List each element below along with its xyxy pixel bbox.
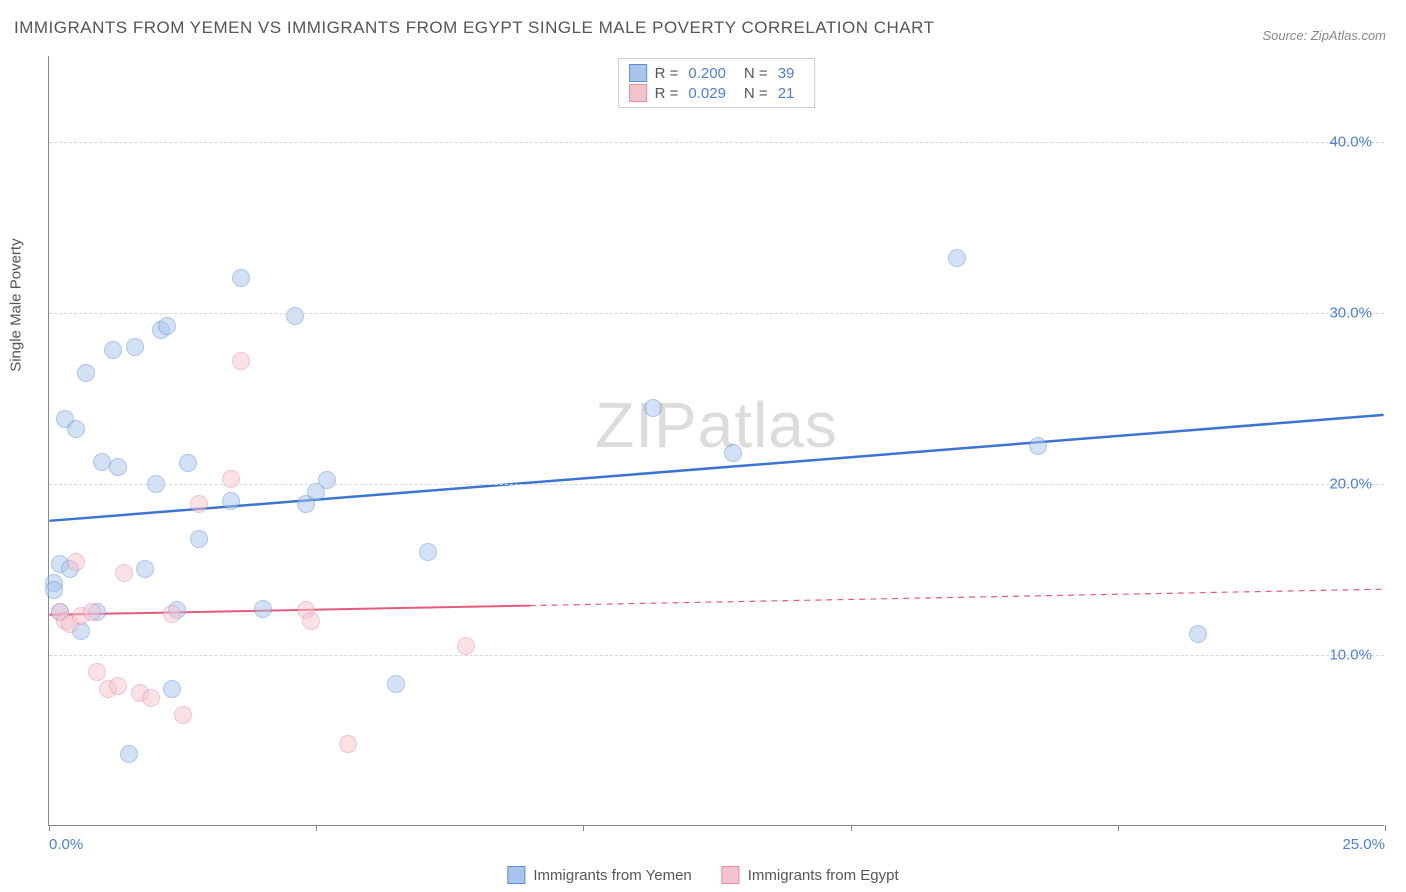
point-yemen	[158, 317, 176, 335]
point-egypt	[83, 603, 101, 621]
point-yemen	[77, 364, 95, 382]
y-tick-label: 20.0%	[1329, 475, 1372, 492]
x-tick-label: 25.0%	[1342, 836, 1385, 853]
grid-line	[49, 655, 1384, 656]
point-yemen	[948, 249, 966, 267]
y-tick-label: 10.0%	[1329, 646, 1372, 663]
point-yemen	[179, 454, 197, 472]
chart-title: IMMIGRANTS FROM YEMEN VS IMMIGRANTS FROM…	[14, 18, 934, 38]
source-attribution: Source: ZipAtlas.com	[1262, 28, 1386, 43]
point-yemen	[286, 307, 304, 325]
stat-label-r: R =	[655, 65, 679, 82]
bottom-legend: Immigrants from Yemen Immigrants from Eg…	[507, 866, 898, 884]
y-tick-label: 40.0%	[1329, 133, 1372, 150]
plot-area: ZIPatlas R = 0.200 N = 39 R = 0.029 N = …	[48, 56, 1384, 826]
point-yemen	[120, 745, 138, 763]
point-yemen	[104, 341, 122, 359]
point-egypt	[163, 605, 181, 623]
legend-label-yemen: Immigrants from Yemen	[533, 867, 691, 884]
point-yemen	[163, 680, 181, 698]
point-yemen	[254, 600, 272, 618]
stat-label-n: N =	[744, 65, 768, 82]
point-egypt	[174, 706, 192, 724]
point-yemen	[136, 560, 154, 578]
x-tick-mark	[583, 825, 584, 831]
stat-r-egypt: 0.029	[688, 85, 726, 102]
y-axis-label: Single Male Poverty	[8, 238, 25, 371]
grid-line	[49, 484, 1384, 485]
point-egypt	[115, 564, 133, 582]
x-tick-mark	[316, 825, 317, 831]
point-egypt	[232, 352, 250, 370]
point-egypt	[302, 612, 320, 630]
point-yemen	[222, 492, 240, 510]
point-egypt	[109, 677, 127, 695]
point-egypt	[339, 735, 357, 753]
point-yemen	[644, 399, 662, 417]
stat-n-yemen: 39	[778, 65, 795, 82]
x-tick-label: 0.0%	[49, 836, 83, 853]
x-tick-mark	[1385, 825, 1386, 831]
point-egypt	[222, 470, 240, 488]
point-yemen	[45, 581, 63, 599]
point-egypt	[67, 553, 85, 571]
point-yemen	[1189, 625, 1207, 643]
point-yemen	[1029, 437, 1047, 455]
stat-r-yemen: 0.200	[688, 65, 726, 82]
point-yemen	[109, 458, 127, 476]
stat-n-egypt: 21	[778, 85, 795, 102]
point-yemen	[190, 530, 208, 548]
legend-item-egypt: Immigrants from Egypt	[722, 866, 899, 884]
x-tick-mark	[851, 825, 852, 831]
swatch-egypt	[722, 866, 740, 884]
point-yemen	[307, 483, 325, 501]
grid-line	[49, 142, 1384, 143]
point-yemen	[126, 338, 144, 356]
point-egypt	[142, 689, 160, 707]
swatch-egypt	[629, 84, 647, 102]
point-yemen	[724, 444, 742, 462]
point-egypt	[457, 637, 475, 655]
stats-row-yemen: R = 0.200 N = 39	[629, 63, 805, 83]
point-yemen	[387, 675, 405, 693]
watermark: ZIPatlas	[595, 388, 838, 462]
legend-item-yemen: Immigrants from Yemen	[507, 866, 691, 884]
stats-legend: R = 0.200 N = 39 R = 0.029 N = 21	[618, 58, 816, 108]
grid-line	[49, 313, 1384, 314]
swatch-yemen	[507, 866, 525, 884]
trend-lines-svg	[49, 56, 1384, 825]
stat-label-n: N =	[744, 85, 768, 102]
point-yemen	[419, 543, 437, 561]
x-tick-mark	[1118, 825, 1119, 831]
x-tick-mark	[49, 825, 50, 831]
swatch-yemen	[629, 64, 647, 82]
point-yemen	[232, 269, 250, 287]
stat-label-r: R =	[655, 85, 679, 102]
point-egypt	[190, 495, 208, 513]
point-egypt	[88, 663, 106, 681]
stats-row-egypt: R = 0.029 N = 21	[629, 83, 805, 103]
y-tick-label: 30.0%	[1329, 304, 1372, 321]
legend-label-egypt: Immigrants from Egypt	[748, 867, 899, 884]
point-yemen	[67, 420, 85, 438]
